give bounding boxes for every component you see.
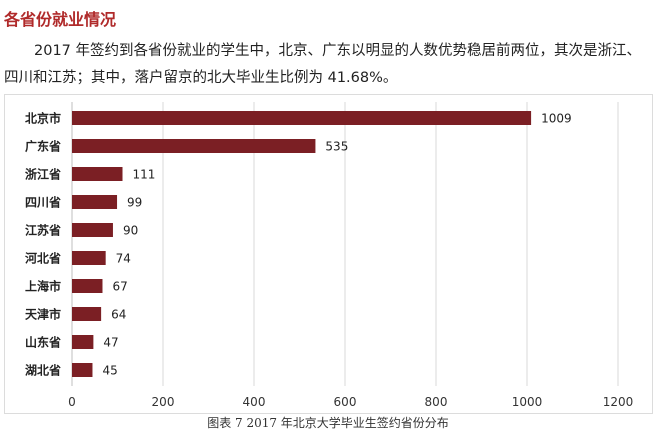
paragraph-line-1: 2017 年签约到各省份就业的学生中，北京、广东以明显的人数优势稳居前两位，其次… — [34, 43, 642, 59]
value-label-5: 90 — [123, 224, 138, 238]
value-label-4: 99 — [127, 196, 142, 210]
chart-frame — [4, 94, 653, 414]
category-label-8: 天津市 — [25, 307, 61, 322]
category-label-1: 北京市 — [25, 111, 61, 126]
value-label-9: 47 — [103, 336, 118, 350]
chart-caption: 图表 7 2017 年北京大学毕业生签约省份分布 — [207, 416, 449, 430]
section-title: 各省份就业情况 — [4, 10, 117, 29]
category-label-2: 广东省 — [25, 139, 61, 154]
value-label-10: 45 — [102, 364, 117, 378]
bar-5 — [72, 223, 113, 237]
paragraph-line-2: 四川和江苏；其中，落户留京的北大毕业生比例为 41.68%。 — [4, 70, 398, 86]
x-tick-label-1200: 1200 — [603, 395, 634, 409]
bar-10 — [72, 363, 93, 377]
bar-1 — [72, 111, 532, 125]
x-tick-label-0: 0 — [68, 395, 76, 409]
category-label-10: 湖北省 — [25, 363, 61, 378]
value-label-3: 111 — [133, 168, 156, 182]
x-tick-label-400: 400 — [243, 395, 266, 409]
bar-6 — [72, 251, 106, 265]
value-label-6: 74 — [116, 252, 131, 266]
category-label-4: 四川省 — [25, 195, 61, 210]
category-label-3: 浙江省 — [25, 167, 61, 182]
x-tick-label-1000: 1000 — [512, 395, 543, 409]
x-tick-label-800: 800 — [425, 395, 448, 409]
value-label-2: 535 — [325, 140, 348, 154]
bar-4 — [72, 195, 118, 209]
x-tick-label-200: 200 — [152, 395, 175, 409]
category-label-6: 河北省 — [24, 251, 61, 266]
bar-9 — [72, 335, 94, 349]
bar-2 — [72, 139, 316, 153]
value-label-7: 67 — [112, 280, 127, 294]
section-paragraph: 2017 年签约到各省份就业的学生中，北京、广东以明显的人数优势稳居前两位，其次… — [4, 38, 654, 92]
value-label-8: 64 — [111, 308, 126, 322]
x-tick-label-600: 600 — [334, 395, 357, 409]
category-label-5: 江苏省 — [25, 223, 61, 238]
value-label-1: 1009 — [541, 112, 572, 126]
category-label-9: 山东省 — [25, 335, 61, 350]
bar-8 — [72, 307, 102, 321]
bar-7 — [72, 279, 103, 293]
bar-3 — [72, 167, 123, 181]
category-label-7: 上海市 — [25, 279, 61, 294]
